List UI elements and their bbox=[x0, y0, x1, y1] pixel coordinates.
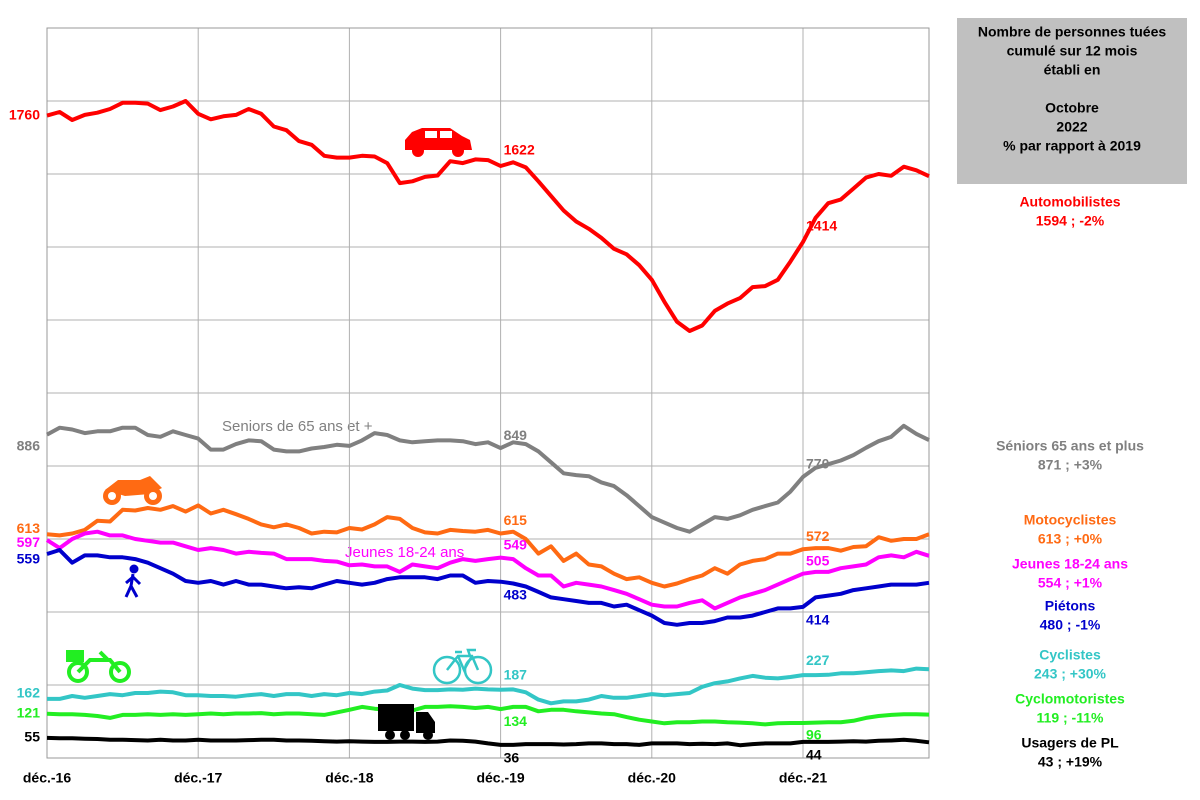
legend-value: 871 ; +3% bbox=[1038, 457, 1103, 473]
data-label: 770 bbox=[806, 456, 830, 472]
info-box bbox=[957, 18, 1187, 184]
legend-value: 243 ; +30% bbox=[1034, 666, 1107, 682]
legend-label: Usagers de PL bbox=[1021, 735, 1119, 751]
legend-label: Jeunes 18-24 ans bbox=[1012, 556, 1128, 572]
legend-value: 480 ; -1% bbox=[1040, 617, 1101, 633]
data-label: 1760 bbox=[9, 106, 40, 122]
truck-icon bbox=[378, 704, 435, 740]
data-label: 96 bbox=[806, 727, 822, 743]
legend-value: 613 ; +0% bbox=[1038, 531, 1103, 547]
info-text: Nombre de personnes tuées bbox=[978, 24, 1166, 40]
legend-label: Motocyclistes bbox=[1024, 512, 1117, 528]
bicycle-icon bbox=[432, 648, 493, 685]
x-tick-label: déc.-19 bbox=[476, 770, 524, 786]
legend-label: Séniors 65 ans et plus bbox=[996, 438, 1144, 454]
legend-label: Automobilistes bbox=[1019, 194, 1120, 210]
x-tick-label: déc.-21 bbox=[779, 770, 827, 786]
data-label: 886 bbox=[17, 437, 41, 453]
legend-label: Cyclomotoristes bbox=[1015, 691, 1125, 707]
series-line bbox=[46, 704, 930, 727]
x-tick-label: déc.-16 bbox=[23, 770, 71, 786]
data-label: 1414 bbox=[806, 218, 837, 234]
info-text: % par rapport à 2019 bbox=[1003, 138, 1141, 154]
data-label: 849 bbox=[504, 427, 528, 443]
data-label: 44 bbox=[806, 747, 822, 763]
data-label: 615 bbox=[504, 512, 528, 528]
series-line bbox=[46, 548, 930, 627]
data-label: 55 bbox=[24, 729, 40, 745]
data-label: 121 bbox=[17, 705, 41, 721]
x-tick-label: déc.-17 bbox=[174, 770, 222, 786]
data-label: 36 bbox=[504, 750, 520, 766]
data-label: 505 bbox=[806, 552, 830, 568]
annotation: Seniors de 65 ans et + bbox=[222, 418, 373, 435]
series-line bbox=[46, 423, 930, 534]
data-label: 483 bbox=[504, 586, 528, 602]
info-text: 2022 bbox=[1056, 119, 1087, 135]
data-label: 559 bbox=[17, 551, 41, 567]
x-tick-label: déc.-18 bbox=[325, 770, 373, 786]
data-label: 187 bbox=[504, 666, 528, 682]
series-line bbox=[46, 735, 930, 748]
data-label: 572 bbox=[806, 528, 830, 544]
data-label: 134 bbox=[504, 713, 528, 729]
plot-area: déc.-16 déc.-17 déc.-18 déc.-19 déc.-20 déc.-… bbox=[9, 27, 1144, 786]
series-line bbox=[46, 503, 930, 589]
series-line bbox=[46, 99, 930, 333]
legend-label: Cyclistes bbox=[1039, 647, 1101, 663]
legend-value: 554 ; +1% bbox=[1038, 575, 1103, 591]
data-label: 227 bbox=[806, 652, 830, 668]
data-label: 414 bbox=[806, 612, 830, 628]
moped-icon bbox=[66, 650, 131, 683]
info-text: cumulé sur 12 mois bbox=[1007, 43, 1138, 59]
data-label: 162 bbox=[17, 685, 41, 701]
info-text: Octobre bbox=[1045, 100, 1099, 116]
pedestrian-icon bbox=[124, 564, 142, 598]
car-icon bbox=[405, 128, 472, 157]
motorcycle-icon bbox=[103, 476, 162, 505]
annotation: Jeunes 18-24 ans bbox=[345, 544, 464, 561]
series-line bbox=[47, 666, 930, 706]
data-label: 549 bbox=[504, 536, 528, 552]
x-tick-label: déc.-20 bbox=[628, 770, 676, 786]
series-line bbox=[45, 529, 930, 611]
legend-value: 43 ; +19% bbox=[1038, 754, 1103, 770]
plot-frame bbox=[46, 27, 930, 759]
info-text: établi en bbox=[1044, 62, 1101, 78]
data-label: 613 bbox=[17, 520, 41, 536]
legend-value: 119 ; -11% bbox=[1037, 710, 1104, 726]
data-label: 1622 bbox=[504, 142, 535, 158]
legend-value: 1594 ; -2% bbox=[1036, 213, 1105, 229]
legend-label: Piétons bbox=[1045, 598, 1096, 614]
data-label: 597 bbox=[17, 534, 41, 550]
